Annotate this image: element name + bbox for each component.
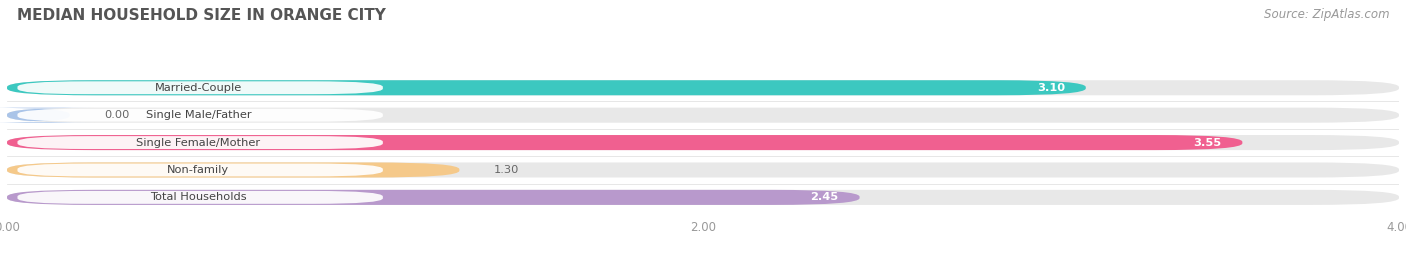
Text: 1.30: 1.30 (495, 165, 520, 175)
Text: 0.00: 0.00 (104, 110, 129, 120)
Text: MEDIAN HOUSEHOLD SIZE IN ORANGE CITY: MEDIAN HOUSEHOLD SIZE IN ORANGE CITY (17, 8, 385, 23)
Text: Total Households: Total Households (150, 192, 246, 202)
Text: Married-Couple: Married-Couple (155, 83, 242, 93)
FancyBboxPatch shape (7, 162, 1399, 178)
FancyBboxPatch shape (17, 191, 382, 204)
Text: 3.55: 3.55 (1194, 137, 1222, 148)
FancyBboxPatch shape (17, 109, 382, 122)
FancyBboxPatch shape (17, 81, 382, 94)
Text: 2.45: 2.45 (811, 192, 839, 202)
Text: Source: ZipAtlas.com: Source: ZipAtlas.com (1264, 8, 1389, 21)
FancyBboxPatch shape (7, 190, 1399, 205)
FancyBboxPatch shape (7, 190, 859, 205)
FancyBboxPatch shape (7, 80, 1085, 95)
Text: Non-family: Non-family (167, 165, 229, 175)
FancyBboxPatch shape (0, 108, 94, 123)
Text: Single Male/Father: Single Male/Father (146, 110, 252, 120)
FancyBboxPatch shape (7, 80, 1399, 95)
FancyBboxPatch shape (17, 136, 382, 149)
FancyBboxPatch shape (7, 108, 1399, 123)
Text: Single Female/Mother: Single Female/Mother (136, 137, 260, 148)
Text: 3.10: 3.10 (1036, 83, 1064, 93)
FancyBboxPatch shape (7, 135, 1243, 150)
FancyBboxPatch shape (7, 162, 460, 178)
FancyBboxPatch shape (17, 164, 382, 176)
FancyBboxPatch shape (7, 135, 1399, 150)
